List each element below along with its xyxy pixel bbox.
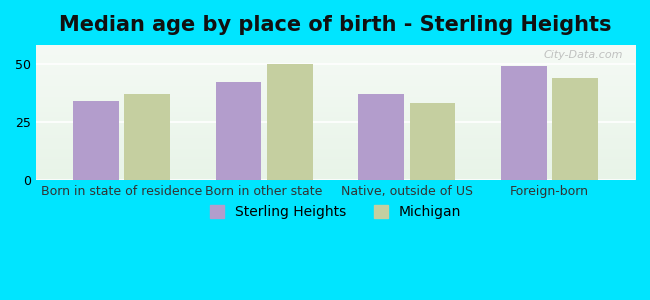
Title: Median age by place of birth - Sterling Heights: Median age by place of birth - Sterling … — [59, 15, 612, 35]
Bar — [267, 64, 313, 180]
Bar — [358, 94, 404, 180]
Bar — [73, 101, 118, 180]
Bar — [552, 77, 598, 180]
Bar — [501, 66, 547, 180]
Text: City-Data.com: City-Data.com — [543, 50, 623, 60]
Bar — [124, 94, 170, 180]
Bar — [410, 103, 455, 180]
Legend: Sterling Heights, Michigan: Sterling Heights, Michigan — [204, 200, 467, 225]
Bar — [216, 82, 261, 180]
